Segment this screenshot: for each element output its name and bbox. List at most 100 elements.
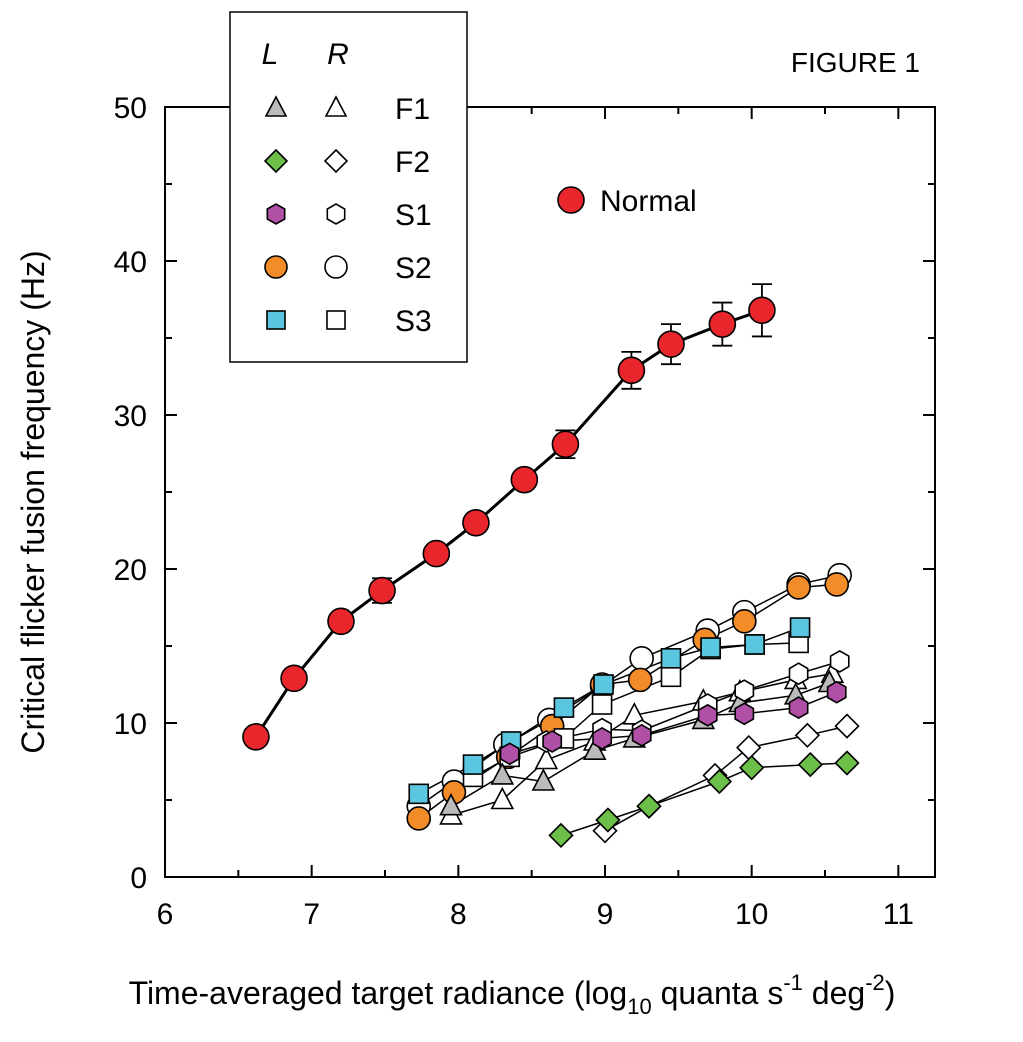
data-point (510, 465, 539, 494)
data-point (531, 768, 556, 791)
series-markers (548, 750, 860, 849)
data-point (595, 807, 621, 833)
legend-header-right: R (327, 38, 349, 71)
data-point (788, 662, 809, 686)
axes: 6 7 8 9 10 11 0 10 20 30 40 50 Critical flicker fusi… (15, 92, 936, 1019)
normal-legend-marker (557, 186, 585, 214)
legend-marker-right (323, 148, 349, 174)
legend-marker-left (266, 203, 286, 225)
data-point (499, 742, 520, 766)
y-axis-label: Critical flicker fusion frequency (Hz) (15, 250, 51, 753)
y-tick-label: 0 (130, 862, 147, 895)
data-point (706, 768, 733, 795)
data-point (368, 576, 396, 605)
data-point (591, 694, 613, 715)
data-point (629, 646, 654, 671)
x-tick-label: 6 (157, 898, 174, 931)
data-point (734, 702, 755, 726)
data-point (660, 648, 682, 669)
data-point (462, 508, 490, 537)
data-point (553, 697, 575, 718)
data-point (732, 609, 757, 634)
y-tick-label: 30 (114, 400, 147, 433)
series-line-group (254, 308, 763, 738)
x-tick-label: 9 (597, 898, 614, 931)
legend-box (229, 11, 468, 363)
legend-marker-right (326, 310, 346, 330)
y-tick-label: 40 (114, 246, 147, 279)
normal-legend-label: Normal (600, 185, 697, 218)
data-point (708, 310, 737, 338)
legend-marker-left (264, 255, 288, 279)
data-point (280, 664, 308, 693)
x-tick-label: 10 (735, 898, 768, 931)
data-point (797, 751, 823, 778)
series-markers (242, 283, 776, 751)
legend-marker-left (266, 310, 286, 330)
data-point (788, 696, 809, 720)
data-point (408, 783, 430, 805)
legend-marker-right (324, 95, 348, 117)
data-point (736, 734, 762, 761)
data-series (242, 283, 860, 849)
data-point (534, 746, 559, 770)
data-point (631, 723, 652, 747)
data-point (582, 737, 607, 761)
x-axis-label: Time-averaged target radiance (log10 qua… (129, 970, 896, 1019)
data-point (657, 330, 685, 358)
data-point (617, 356, 646, 385)
data-point (462, 754, 484, 775)
data-point (826, 680, 847, 704)
data-point (700, 637, 721, 658)
data-point (490, 762, 515, 785)
data-point (548, 822, 574, 849)
data-point (490, 786, 515, 810)
data-point (242, 723, 270, 751)
data-point (592, 726, 613, 750)
data-point (660, 666, 682, 688)
y-tick-label: 50 (114, 92, 147, 125)
legend-header-left: L (262, 38, 279, 71)
x-tick-label: 8 (450, 898, 467, 931)
series-line (254, 308, 763, 738)
legend-label: F1 (395, 93, 430, 126)
data-point (824, 572, 850, 597)
data-point (734, 679, 755, 703)
data-point (829, 649, 850, 673)
data-point (542, 730, 563, 753)
legend-marker-left (264, 95, 288, 117)
series-markers (408, 617, 811, 805)
legend-label: S2 (395, 252, 432, 285)
data-point (697, 703, 718, 727)
data-point (789, 617, 811, 638)
legend-label: F2 (395, 146, 430, 179)
data-point (627, 667, 653, 693)
data-point (406, 806, 432, 831)
data-point (834, 713, 860, 739)
data-point (551, 430, 580, 459)
data-point (439, 792, 463, 816)
legend-label: S1 (395, 199, 432, 232)
legend-marker-right (324, 255, 348, 279)
data-point (739, 755, 765, 781)
data-point (744, 634, 765, 655)
legend: L R F1 F2 S1 S2 S3 Normal (229, 11, 697, 363)
data-point (422, 539, 451, 568)
legend-marker-left (263, 148, 289, 174)
legend-label: S3 (395, 305, 432, 338)
data-point (748, 296, 776, 325)
data-point (834, 750, 860, 776)
x-tick-label: 11 (883, 898, 914, 931)
data-point (786, 575, 811, 600)
data-point (794, 722, 821, 748)
series-markers (499, 680, 847, 766)
x-tick-label: 7 (303, 898, 320, 931)
data-point (636, 793, 662, 819)
y-tick-label: 10 (114, 708, 147, 741)
legend-marker-right (326, 203, 346, 225)
data-point (327, 607, 355, 636)
y-tick-label: 20 (114, 554, 147, 587)
series-markers (406, 572, 850, 831)
figure-label: FIGURE 1 (791, 47, 920, 78)
